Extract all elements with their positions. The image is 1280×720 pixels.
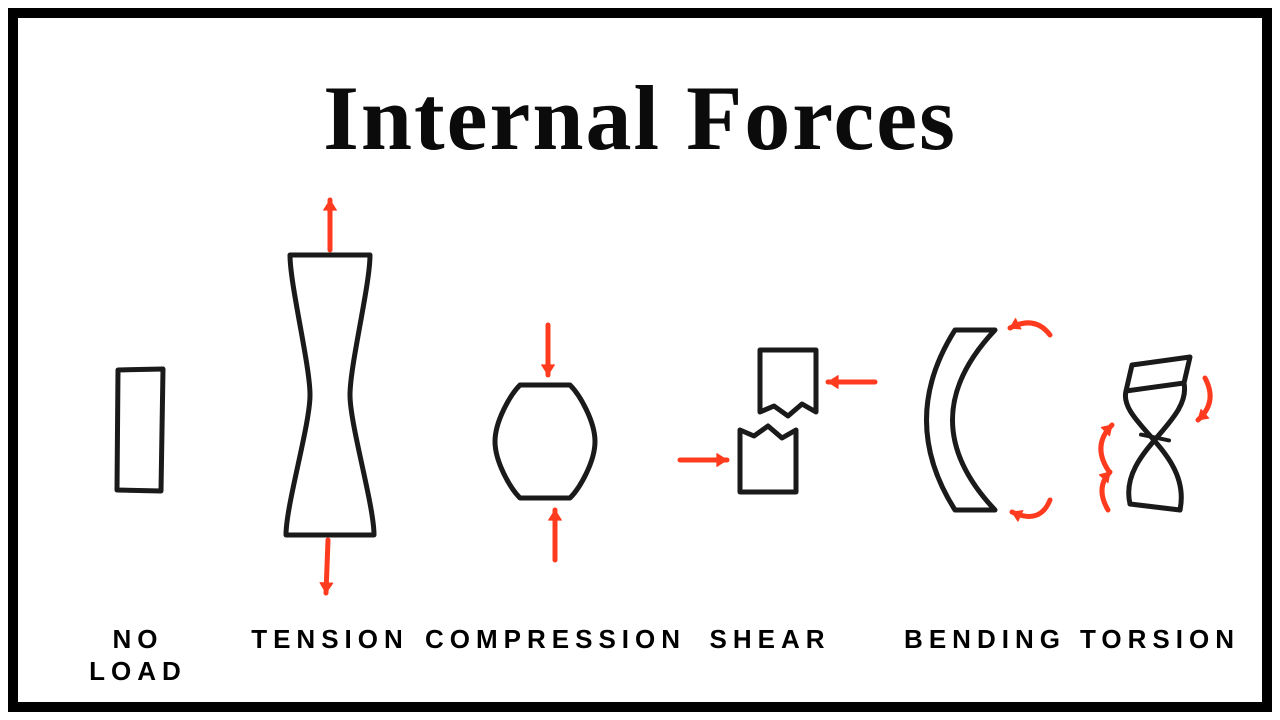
diagram-canvas	[0, 0, 1280, 720]
compression-label: COMPRESSION	[425, 624, 665, 655]
torsion-label: TORSION	[1040, 624, 1280, 655]
shear-label: SHEAR	[650, 624, 890, 655]
tension-label: TENSION	[210, 624, 450, 655]
